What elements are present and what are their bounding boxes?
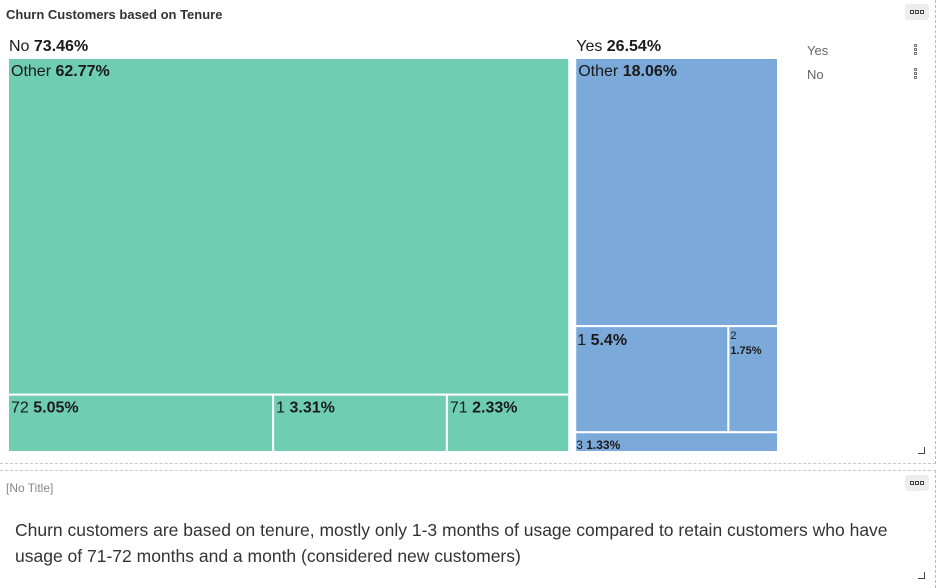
chart-legend: Yes No	[807, 42, 919, 90]
treemap-cell	[272, 393, 448, 453]
cell-label: 3 1.33%	[576, 438, 620, 452]
cell-label: 1 3.31%	[276, 400, 335, 417]
cell-label: 2	[730, 330, 736, 342]
drag-handle-icon[interactable]	[914, 44, 917, 56]
resize-handle-icon[interactable]	[918, 447, 925, 454]
treemap-cell	[7, 57, 571, 396]
legend-item-no[interactable]: No	[807, 66, 919, 90]
drag-handle-icon[interactable]	[914, 68, 917, 80]
resize-handle-icon[interactable]	[918, 572, 925, 579]
cell-label: 1 5.4%	[577, 332, 627, 349]
cell-label: Other 18.06%	[578, 63, 677, 80]
panel-menu-button[interactable]	[905, 4, 929, 20]
group-label-no: No 73.46%	[9, 38, 88, 55]
legend-label-yes: Yes	[807, 43, 829, 58]
treemap-chart: No 73.46% Other 62.77% 72 5.05% 1 3.31% 71 2…	[7, 38, 780, 453]
cell-label: 72 5.05%	[11, 400, 79, 417]
chart-panel: Churn Customers based on Tenure No 73.46…	[0, 0, 936, 464]
cell-value: 1.75%	[730, 345, 761, 357]
cell-label: Other 62.77%	[11, 63, 110, 80]
chart-title: Churn Customers based on Tenure	[6, 7, 223, 22]
treemap-cell	[574, 431, 779, 453]
legend-item-yes[interactable]: Yes	[807, 42, 919, 66]
legend-label-no: No	[807, 67, 824, 82]
group-label-yes: Yes 26.54%	[576, 38, 661, 55]
text-panel-body: Churn customers are based on tenure, mos…	[15, 520, 888, 566]
cell-label: 71 2.33%	[450, 400, 518, 417]
text-panel-title: [No Title]	[6, 481, 54, 495]
treemap-cell	[445, 393, 571, 453]
panel-menu-button[interactable]	[905, 475, 929, 491]
treemap-cell	[574, 57, 779, 328]
text-panel: [No Title] Churn customers are based on …	[0, 470, 936, 588]
